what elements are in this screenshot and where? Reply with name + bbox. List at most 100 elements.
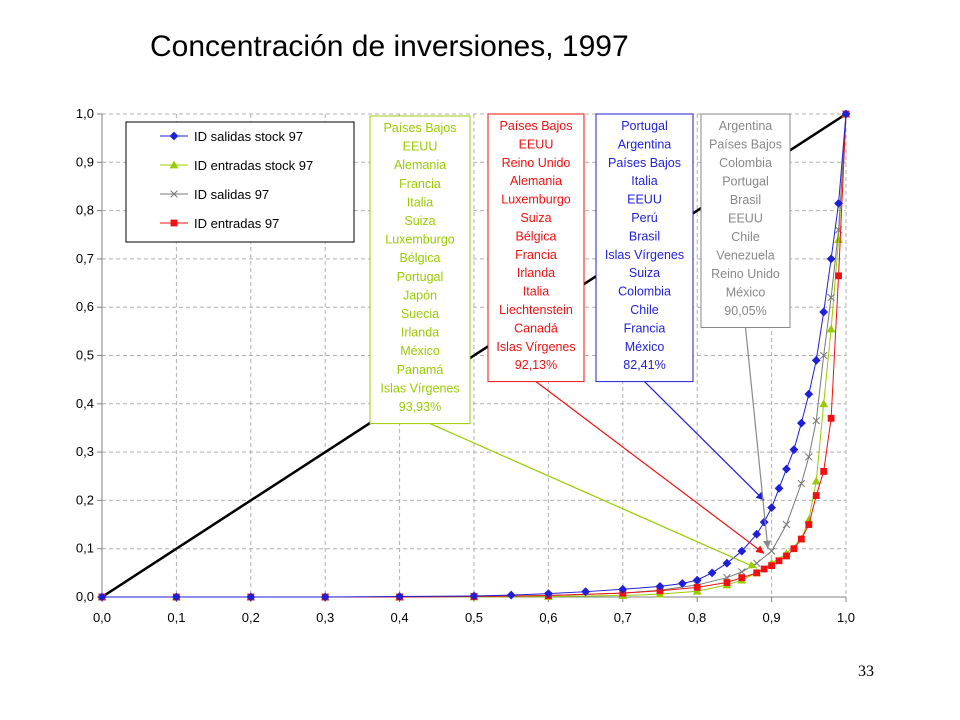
data-point bbox=[834, 198, 843, 208]
data-point bbox=[692, 575, 702, 585]
annotation-item: Chile bbox=[731, 230, 760, 244]
annotation-item: Irlanda bbox=[401, 326, 439, 340]
annotation-item: Venezuela bbox=[716, 249, 774, 263]
annotation-item: Luxemburgo bbox=[385, 233, 455, 247]
annotation-item: Liechtenstein bbox=[499, 303, 573, 317]
legend-entry: ID salidas 97 bbox=[160, 187, 269, 202]
x-marker-stroke bbox=[738, 568, 746, 576]
y-tick-label: 0,8 bbox=[76, 203, 94, 218]
legend-marker bbox=[170, 190, 178, 198]
x-tick-label: 0,8 bbox=[688, 610, 706, 625]
annotation-item: EEUU bbox=[728, 212, 763, 226]
annotation-item: 82,41% bbox=[623, 358, 665, 372]
data-point bbox=[693, 583, 701, 591]
annotation-item: México bbox=[400, 344, 440, 358]
x-marker-stroke bbox=[805, 453, 813, 461]
annotation-box: Países Bajos EEUU Alemania Francia Italia Sui… bbox=[369, 115, 471, 425]
legend-entry: ID entradas 97 bbox=[160, 216, 279, 231]
x-marker-stroke bbox=[812, 416, 820, 425]
legend-entry: ID entradas stock 97 bbox=[160, 158, 313, 173]
series-layer bbox=[97, 109, 851, 602]
x-marker-stroke bbox=[797, 479, 806, 488]
annotation-box: Argentina Países Bajos Colombia Portugal Bra… bbox=[700, 113, 791, 328]
annotation-item: Islas Vírgenes bbox=[605, 248, 684, 262]
data-point bbox=[827, 414, 835, 422]
data-point bbox=[782, 464, 791, 474]
data-point bbox=[753, 569, 761, 577]
annotation-item: Irlanda bbox=[517, 266, 555, 280]
annotation-item: Panamá bbox=[397, 363, 444, 377]
data-point bbox=[805, 453, 813, 461]
y-tick-label: 0,3 bbox=[76, 444, 94, 459]
callout-lines bbox=[429, 327, 772, 569]
annotation-item: Colombia bbox=[618, 285, 671, 299]
data-point bbox=[759, 517, 769, 527]
x-tick-label: 0,7 bbox=[614, 610, 632, 625]
axes: 0,0 0,1 0,2 0,3 0,4 0,5 0,6 0,7 0,8 0,9 1,0 0,0 0,1 0… bbox=[76, 106, 855, 625]
annotation-item: Japón bbox=[403, 288, 437, 302]
data-point bbox=[812, 416, 820, 425]
data-point bbox=[737, 546, 747, 556]
x-tick-label: 0,6 bbox=[539, 610, 557, 625]
page-number: 33 bbox=[858, 663, 874, 680]
annotation-item: Francia bbox=[515, 248, 557, 262]
annotation-box: Portugal Argentina Países Bajos Italia EEUU P… bbox=[595, 113, 694, 383]
x-tick-label: 0,9 bbox=[763, 610, 781, 625]
data-point bbox=[760, 565, 768, 573]
callout-arrowhead bbox=[763, 540, 772, 549]
legend-marker bbox=[169, 160, 179, 169]
annotation-boxes: Países Bajos EEUU Alemania Francia Italia Sui… bbox=[369, 113, 791, 425]
data-point bbox=[469, 591, 479, 601]
annotation-item: Suiza bbox=[520, 211, 551, 225]
x-marker-stroke bbox=[819, 351, 828, 360]
annotation-item: Países Bajos bbox=[709, 138, 782, 152]
annotation-item: Canadá bbox=[514, 321, 558, 335]
legend-label: ID entradas stock 97 bbox=[194, 158, 313, 173]
data-point bbox=[738, 568, 746, 576]
legend-marker bbox=[170, 219, 178, 227]
data-point bbox=[544, 589, 553, 599]
data-point bbox=[796, 418, 806, 428]
data-point bbox=[841, 109, 851, 119]
annotation-item: Alemania bbox=[394, 158, 446, 172]
annotation-item: Brasil bbox=[730, 193, 761, 207]
annotation-item: EEUU bbox=[627, 193, 662, 207]
x-marker-stroke bbox=[782, 520, 791, 529]
data-point bbox=[826, 324, 836, 333]
annotation-item: Suiza bbox=[404, 214, 435, 228]
callout-arrowhead bbox=[747, 561, 757, 569]
data-point bbox=[797, 535, 805, 543]
data-point bbox=[767, 503, 776, 513]
y-tick-label: 0,6 bbox=[76, 299, 94, 314]
annotation-frame bbox=[369, 115, 471, 425]
annotation-item: Perú bbox=[631, 211, 657, 225]
annotation-item: Suiza bbox=[629, 266, 660, 280]
data-point bbox=[320, 592, 330, 602]
annotation-item: Italia bbox=[523, 285, 549, 299]
annotation-item: Chile bbox=[630, 303, 659, 317]
data-point bbox=[723, 579, 731, 586]
annotation-item: EEUU bbox=[403, 140, 438, 154]
data-point bbox=[820, 468, 828, 475]
annotation-box: Países Bajos EEUU Reino Unido Alemania Luxem… bbox=[487, 113, 585, 383]
data-point bbox=[812, 492, 820, 499]
data-point bbox=[805, 521, 813, 528]
annotation-item: Reino Unido bbox=[711, 267, 780, 281]
annotation-item: Portugal bbox=[722, 175, 769, 189]
y-tick-label: 0,5 bbox=[76, 348, 94, 363]
annotation-item: México bbox=[625, 340, 665, 354]
x-tick-label: 0,0 bbox=[93, 610, 111, 625]
annotation-item: Francia bbox=[624, 321, 666, 335]
annotation-item: Italia bbox=[631, 174, 657, 188]
annotation-item: Países Bajos bbox=[384, 121, 457, 135]
legend-marker bbox=[169, 131, 179, 141]
data-point bbox=[819, 307, 829, 317]
annotation-item: Bélgica bbox=[400, 251, 441, 265]
data-point bbox=[768, 562, 775, 570]
x-tick-label: 0,5 bbox=[465, 610, 483, 625]
y-tick-label: 0,9 bbox=[76, 154, 94, 169]
data-point bbox=[783, 552, 790, 560]
legend-frame bbox=[125, 121, 355, 243]
data-point bbox=[738, 574, 746, 582]
